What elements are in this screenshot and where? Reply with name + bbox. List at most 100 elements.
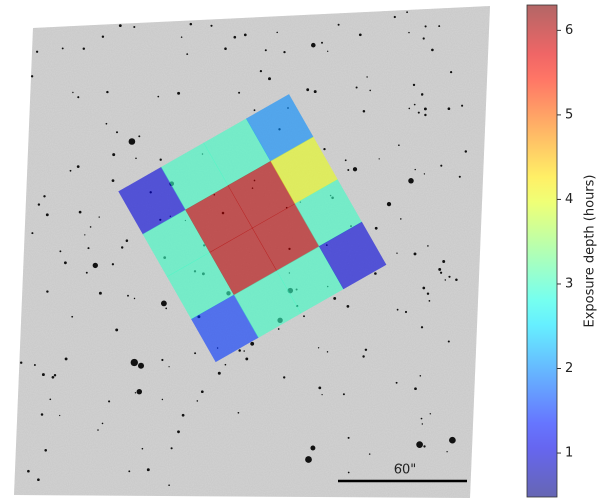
star — [89, 226, 92, 228]
star — [429, 413, 432, 415]
star — [420, 326, 424, 329]
star — [464, 150, 468, 153]
star — [108, 400, 111, 403]
star — [189, 22, 193, 26]
star — [414, 387, 417, 391]
star — [393, 15, 396, 19]
star — [439, 271, 443, 274]
star — [71, 315, 74, 318]
star — [136, 389, 142, 395]
star — [64, 357, 68, 361]
star — [159, 158, 162, 161]
star — [43, 195, 46, 198]
star — [200, 390, 204, 394]
star — [181, 413, 185, 417]
star — [364, 348, 368, 352]
star — [283, 376, 286, 379]
star — [326, 351, 329, 353]
star — [253, 109, 256, 112]
star — [449, 70, 453, 74]
star — [400, 464, 402, 466]
star — [63, 261, 67, 265]
star — [186, 53, 189, 56]
star — [87, 247, 90, 250]
star — [366, 76, 368, 78]
star — [141, 447, 144, 450]
star — [30, 75, 34, 78]
star — [133, 297, 136, 300]
star — [92, 262, 98, 269]
star — [101, 422, 104, 425]
star — [237, 411, 240, 414]
star — [416, 441, 423, 448]
star — [138, 135, 141, 138]
star — [355, 86, 358, 89]
star — [33, 364, 36, 366]
star — [46, 290, 49, 293]
star — [374, 272, 377, 275]
star — [303, 315, 305, 318]
star — [268, 77, 271, 81]
star — [111, 179, 115, 182]
exposure-tile — [185, 185, 253, 253]
star — [76, 165, 80, 168]
star — [448, 275, 451, 278]
star — [49, 398, 52, 401]
colorbar-tick-label: 1 — [565, 446, 573, 461]
star — [170, 447, 173, 450]
star — [115, 131, 119, 134]
star — [238, 91, 241, 94]
star — [72, 91, 74, 94]
star — [446, 451, 448, 453]
star — [317, 347, 320, 349]
star — [426, 292, 430, 295]
star — [84, 234, 86, 236]
star — [118, 24, 122, 28]
star — [168, 484, 170, 487]
star — [327, 50, 329, 52]
star — [321, 393, 323, 396]
exposure-overlay — [118, 94, 387, 363]
star — [419, 375, 422, 377]
star — [333, 296, 337, 300]
star — [112, 153, 116, 157]
star — [342, 393, 345, 396]
star — [160, 300, 167, 307]
exposure-tile — [276, 246, 344, 314]
star — [168, 366, 170, 368]
star — [106, 90, 109, 94]
star — [31, 232, 34, 235]
star — [128, 138, 136, 145]
star — [337, 23, 340, 26]
star — [111, 263, 115, 266]
star — [283, 50, 286, 54]
exposure-tile — [252, 203, 320, 271]
exposure-tile — [160, 142, 229, 211]
star — [347, 436, 350, 439]
star — [305, 456, 312, 463]
exposure-tile — [166, 252, 235, 320]
star — [352, 167, 358, 172]
star — [128, 470, 131, 473]
star — [40, 413, 44, 416]
star — [438, 25, 441, 28]
exposure-tile — [294, 179, 363, 247]
star — [277, 328, 280, 330]
star — [310, 445, 316, 451]
star — [59, 414, 61, 417]
star — [137, 362, 145, 369]
star — [404, 310, 408, 314]
exposure-tile — [318, 221, 387, 290]
star — [368, 453, 371, 455]
star — [210, 24, 213, 27]
star — [313, 90, 317, 94]
star — [180, 36, 183, 38]
star — [127, 294, 129, 297]
star — [61, 47, 64, 50]
star — [449, 436, 456, 444]
star — [85, 271, 88, 274]
star — [243, 350, 245, 352]
star — [424, 25, 427, 28]
star — [386, 201, 392, 207]
